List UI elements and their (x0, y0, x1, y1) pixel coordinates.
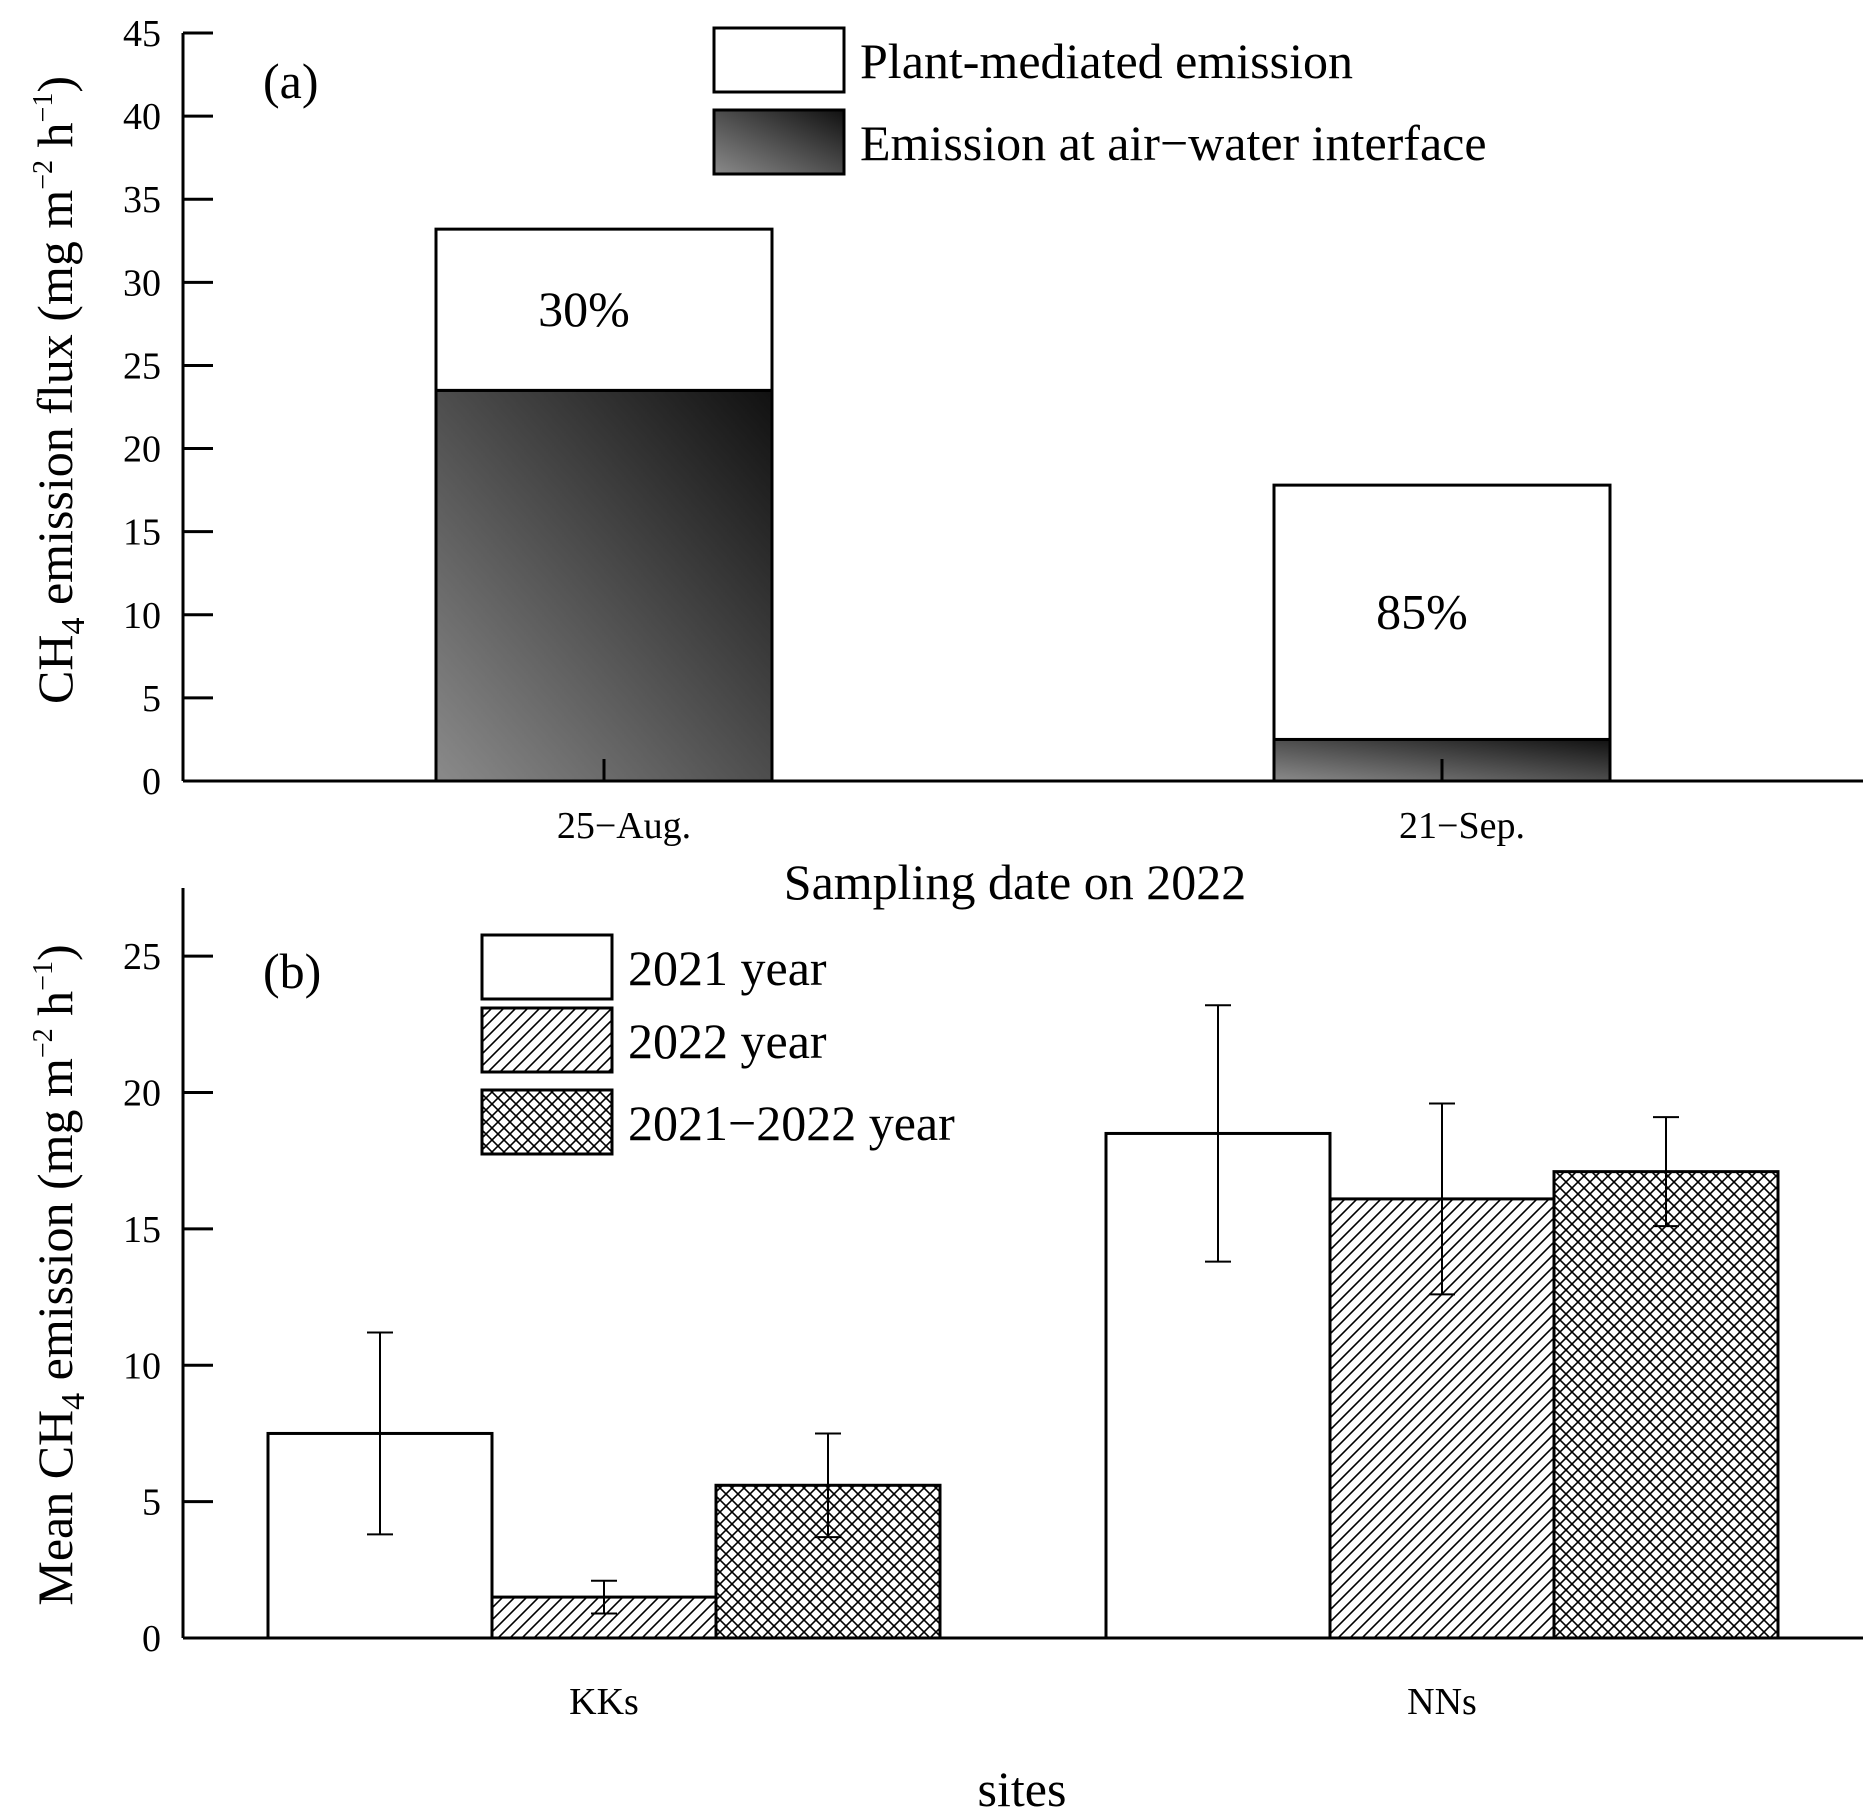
panel-b-y-tick-label: 20 (123, 1073, 161, 1115)
legend-swatch-plant-mediated (712, 26, 846, 94)
panel-b-y-tick-label: 15 (123, 1209, 161, 1251)
legend-label-2022: 2022 year (628, 1013, 827, 1069)
panel-a-y-tick-label: 35 (123, 179, 161, 221)
panel-a-legend: Plant-mediated emission Emission at air−… (712, 26, 1487, 176)
bar-2021-2022-nns (1552, 1170, 1780, 1640)
panel-a-y-axis: 0 5 10 15 20 25 30 35 40 45 (123, 13, 213, 803)
panel-a-y-tick-label: 25 (123, 345, 161, 387)
panel-b-y-tick-label: 0 (142, 1618, 161, 1660)
legend-label-2021: 2021 year (628, 940, 827, 996)
panel-a-bars: 30% 85% (434, 227, 1612, 783)
panel-a-y-tick-label: 0 (142, 761, 161, 803)
panel-a-y-tick-label: 30 (123, 262, 161, 304)
panel-a-y-tick-label: 15 (123, 512, 161, 554)
panel-a-y-tick-label: 10 (123, 595, 161, 637)
panel-b-x-tick-label: NNs (1407, 1681, 1477, 1723)
panel-b-bars (266, 1131, 1780, 1640)
panel-a-y-tick-label: 5 (142, 678, 161, 720)
bar-plant-mediated-0 (434, 227, 774, 392)
panel-a-x-tick-label: 21−Sep. (1399, 805, 1525, 847)
panel-b-legend: 2021 year 2022 year 2021−2022 year (480, 933, 955, 1156)
panel-a-chart: 30% 85% 0 5 10 15 20 25 30 35 40 45 25−Aug. 21−Sep.… (27, 13, 1863, 910)
panel-b-y-axis-title: Mean CH4 emission (mg m−2 h−1) (27, 944, 92, 1605)
legend-label-2021-2022: 2021−2022 year (628, 1095, 955, 1151)
panel-a-y-axis-title: CH4 emission flux (mg m−2 h−1) (27, 76, 92, 704)
panel-b-label: (b) (263, 943, 321, 999)
panel-b-y-axis: 0 5 10 15 20 25 (123, 888, 213, 1660)
panel-a-label: (a) (263, 53, 319, 109)
legend-swatch-2021 (480, 933, 614, 1001)
panel-a-x-axis-title: Sampling date on 2022 (784, 854, 1246, 910)
panel-b-y-tick-label: 5 (142, 1482, 161, 1524)
panel-b-chart: 0 5 10 15 20 25 KKs NNs (b) sites Mean CH4 emi… (27, 888, 1863, 1813)
panel-a-x-axis: 25−Aug. 21−Sep. (183, 759, 1863, 847)
panel-b-y-tick-label: 25 (123, 936, 161, 978)
panel-b-error-bars (367, 1004, 1679, 1615)
legend-swatch-2022 (480, 1006, 614, 1074)
legend-swatch-2021-2022 (480, 1088, 614, 1156)
panel-a-x-tick-label: 25−Aug. (557, 805, 691, 847)
bar-2021-kks (266, 1431, 494, 1640)
legend-label-plant-mediated: Plant-mediated emission (860, 33, 1353, 89)
panel-a-y-tick-label: 40 (123, 96, 161, 138)
bar-annotation-1: 85% (1376, 583, 1468, 639)
legend-swatch-air-water (712, 108, 846, 176)
panel-b-x-axis-title: sites (978, 1761, 1067, 1813)
panel-a-y-tick-label: 20 (123, 429, 161, 471)
legend-label-air-water: Emission at air−water interface (860, 115, 1487, 171)
panel-a-y-tick-label: 45 (123, 13, 161, 55)
bar-annotation-0: 30% (538, 281, 630, 337)
panel-b-x-axis: KKs NNs (183, 1636, 1863, 1723)
panel-b-y-tick-label: 10 (123, 1345, 161, 1387)
panel-b-x-tick-label: KKs (569, 1681, 639, 1723)
bar-plant-mediated-1 (1272, 483, 1612, 741)
bar-air-water-0 (434, 388, 774, 783)
